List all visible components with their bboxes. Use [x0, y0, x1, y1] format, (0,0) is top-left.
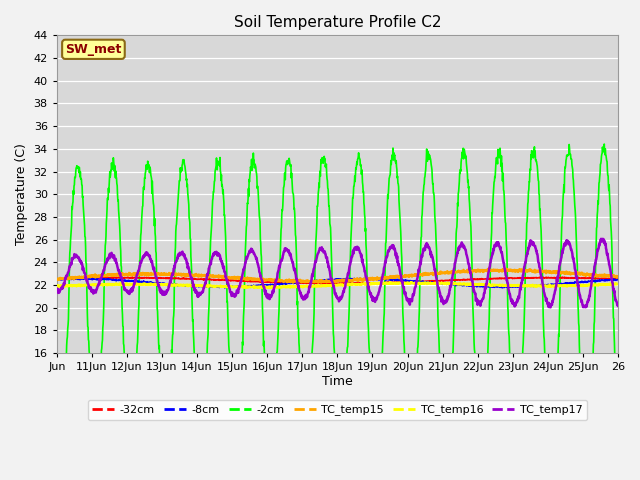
TC_temp17 — [597, 236, 605, 242]
-2cm — [53, 379, 61, 385]
TC_temp17 — [154, 277, 161, 283]
TC_temp15 — [53, 276, 61, 282]
-8cm — [440, 280, 448, 286]
-32cm — [440, 278, 448, 284]
TC_temp17 — [307, 280, 314, 286]
-32cm — [579, 275, 586, 281]
-8cm — [63, 275, 71, 281]
Legend: -32cm, -8cm, -2cm, TC_temp15, TC_temp16, TC_temp17: -32cm, -8cm, -2cm, TC_temp15, TC_temp16,… — [88, 400, 587, 420]
Line: TC_temp15: TC_temp15 — [57, 269, 618, 283]
-32cm — [614, 276, 622, 282]
TC_temp17 — [547, 304, 554, 310]
-32cm — [340, 280, 348, 286]
TC_temp15 — [502, 266, 510, 272]
TC_temp16 — [440, 281, 448, 287]
TC_temp17 — [53, 286, 61, 292]
-8cm — [307, 278, 315, 284]
-32cm — [53, 276, 61, 282]
TC_temp17 — [440, 301, 447, 307]
TC_temp16 — [307, 283, 315, 289]
-8cm — [221, 285, 228, 291]
TC_temp16 — [63, 283, 71, 288]
TC_temp16 — [53, 283, 61, 289]
TC_temp16 — [154, 282, 161, 288]
-8cm — [367, 275, 375, 281]
TC_temp15 — [314, 280, 322, 286]
TC_temp16 — [579, 282, 586, 288]
-2cm — [578, 386, 586, 392]
-8cm — [53, 277, 61, 283]
TC_temp15 — [440, 270, 448, 276]
TC_temp15 — [154, 271, 161, 276]
Line: -8cm: -8cm — [57, 278, 618, 288]
-32cm — [154, 275, 161, 280]
-8cm — [579, 279, 586, 285]
TC_temp15 — [614, 274, 622, 279]
Y-axis label: Temperature (C): Temperature (C) — [15, 144, 28, 245]
TC_temp16 — [264, 285, 272, 291]
-2cm — [340, 400, 348, 406]
-2cm — [154, 306, 161, 312]
-32cm — [129, 274, 136, 280]
Text: SW_met: SW_met — [65, 43, 122, 56]
TC_temp17 — [579, 300, 586, 306]
TC_temp16 — [614, 281, 622, 287]
-2cm — [63, 334, 71, 340]
TC_temp16 — [399, 279, 407, 285]
Line: -32cm: -32cm — [57, 277, 618, 284]
TC_temp17 — [63, 272, 71, 277]
-8cm — [340, 276, 348, 282]
-2cm — [614, 401, 622, 407]
-2cm — [582, 421, 590, 427]
-8cm — [614, 276, 622, 282]
TC_temp17 — [340, 289, 348, 295]
TC_temp15 — [307, 279, 314, 285]
TC_temp15 — [340, 278, 348, 284]
TC_temp16 — [340, 283, 348, 288]
-2cm — [600, 141, 608, 147]
Line: TC_temp16: TC_temp16 — [57, 282, 618, 288]
X-axis label: Time: Time — [322, 375, 353, 388]
-32cm — [307, 280, 315, 286]
TC_temp17 — [614, 303, 622, 309]
Title: Soil Temperature Profile C2: Soil Temperature Profile C2 — [234, 15, 441, 30]
TC_temp15 — [579, 271, 586, 276]
-2cm — [440, 398, 447, 404]
-32cm — [63, 276, 71, 282]
Line: TC_temp17: TC_temp17 — [57, 239, 618, 307]
-32cm — [320, 281, 328, 287]
TC_temp15 — [63, 276, 71, 282]
-8cm — [154, 281, 161, 287]
Line: -2cm: -2cm — [57, 144, 618, 424]
-2cm — [307, 379, 314, 384]
